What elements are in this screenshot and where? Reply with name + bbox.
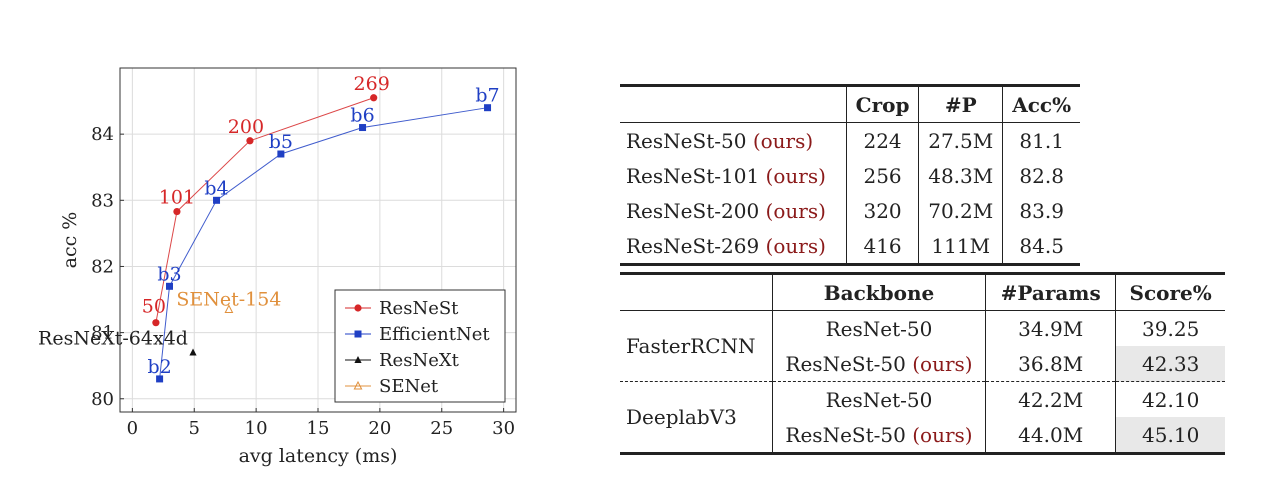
t1-crop: 320	[845, 193, 919, 228]
t1-crop: 416	[845, 228, 919, 265]
t1-acc: 83.9	[1002, 193, 1080, 228]
data-point-label: b4	[204, 177, 228, 199]
t2-method: FasterRCNN	[626, 334, 756, 358]
t2-header-params: #Params	[984, 273, 1116, 311]
t2-params: 42.2M	[984, 381, 1116, 417]
results-tables: Crop #P Acc% ResNeSt-50 (ours) 224 27.5M 81…	[620, 84, 1225, 455]
t2-header-backbone: Backbone	[772, 273, 986, 311]
x-tick-label: 25	[430, 418, 453, 439]
data-point-label: b7	[475, 85, 499, 107]
data-point-label: b3	[157, 263, 181, 285]
data-point-marker	[353, 380, 363, 390]
x-tick-label: 5	[189, 418, 200, 439]
t2-row: ResNeSt-50 (ours) 44.0M 45.10	[620, 417, 1225, 454]
t2-backbone: ResNet-50	[772, 310, 986, 346]
legend-label: ResNeXt	[379, 350, 460, 371]
series-line-resnest	[155, 97, 374, 323]
t2-backbone: ResNeSt-50 (ours)	[772, 346, 986, 382]
t2-score: 42.10	[1115, 381, 1225, 417]
data-point-label: b5	[269, 131, 293, 153]
y-tick-label: 84	[91, 124, 114, 145]
data-point-label: 269	[354, 73, 390, 95]
data-point-label: b6	[350, 105, 374, 127]
t2-backbone: ResNeSt-50 (ours)	[772, 417, 986, 454]
t1-header-params: #P	[918, 85, 1003, 123]
t1-row: ResNeSt-101 (ours) 256 48.3M 82.8	[620, 158, 1080, 193]
t2-params: 34.9M	[984, 310, 1116, 346]
series-line-efficientnet	[159, 107, 488, 379]
legend-label: EfficientNet	[379, 324, 490, 345]
t1-model: ResNeSt-269 (ours)	[626, 233, 826, 258]
t2-method: DeeplabV3	[620, 381, 773, 454]
t2-params: 44.0M	[984, 417, 1116, 454]
t2-row: FasterRCNN ResNet-50 34.9M 39.25	[620, 310, 1225, 358]
t1-params: 70.2M	[918, 193, 1003, 228]
t1-params: 111M	[918, 228, 1003, 265]
y-tick-label: 83	[91, 190, 114, 211]
data-point-marker	[156, 375, 164, 383]
data-point-marker	[166, 282, 173, 290]
t1-params: 48.3M	[918, 158, 1003, 193]
t1-model: ResNeSt-200 (ours)	[626, 198, 826, 223]
t2-score: 45.10	[1115, 417, 1225, 454]
t2-backbone: ResNet-50	[772, 381, 986, 417]
data-point-marker	[484, 104, 492, 112]
y-tick-label: 82	[91, 256, 114, 277]
data-point-marker	[354, 304, 362, 312]
t1-crop: 224	[845, 122, 919, 158]
latency-accuracy-chart: 0 5 10 15 20 25 30 80 81 82 83 84 avg latency (ms) ac…	[38, 67, 517, 467]
data-point-label: ResNeXt-64x4d	[38, 327, 188, 349]
data-point-marker	[359, 124, 367, 132]
t2-row: DeeplabV3 ResNet-50 42.2M 42.10	[620, 381, 1225, 454]
y-tick-label: 81	[91, 323, 114, 344]
t1-params: 27.5M	[918, 122, 1003, 158]
data-point-marker	[224, 304, 234, 313]
t1-model: ResNeSt-50 (ours)	[626, 128, 814, 153]
x-tick-label: 30	[492, 418, 515, 439]
t1-header-model	[620, 86, 847, 123]
data-point-marker	[246, 137, 254, 145]
t1-acc: 84.5	[1002, 228, 1080, 265]
t1-acc: 82.8	[1002, 158, 1080, 193]
x-tick-label: 20	[368, 418, 391, 439]
y-axis-label: acc %	[59, 212, 81, 269]
legend-label: ResNeSt	[379, 298, 459, 319]
y-tick-label: 80	[91, 389, 114, 410]
x-axis-label: avg latency (ms)	[239, 445, 398, 467]
t2-score: 42.33	[1115, 346, 1225, 382]
detection-segmentation-table: Backbone #Params Score% FasterRCNN ResNet…	[620, 272, 1225, 455]
data-point-label: SENet-154	[176, 288, 281, 310]
t1-header-crop: Crop	[845, 85, 919, 123]
data-point-marker	[152, 319, 160, 327]
t1-row: ResNeSt-269 (ours) 416 111M 84.5	[620, 228, 1080, 265]
t1-row: ResNeSt-50 (ours) 224 27.5M 81.1	[620, 122, 1080, 158]
t2-row: ResNeSt-50 (ours) 36.8M 42.33	[620, 346, 1225, 382]
data-point-label: b2	[147, 356, 171, 378]
data-point-marker	[213, 196, 221, 204]
data-point-label: 200	[228, 116, 264, 138]
t1-model: ResNeSt-101 (ours)	[626, 163, 826, 188]
t1-acc: 81.1	[1002, 122, 1080, 158]
data-point-marker	[354, 356, 362, 363]
t2-header-score: Score%	[1115, 273, 1225, 311]
t2-params: 36.8M	[984, 346, 1116, 382]
legend-box	[334, 289, 506, 403]
x-tick-label: 0	[127, 418, 138, 439]
t2-header-method	[620, 274, 773, 311]
x-tick-label: 15	[307, 418, 330, 439]
data-point-marker	[277, 150, 285, 158]
data-point-marker	[354, 330, 362, 338]
x-tick-label: 10	[245, 418, 268, 439]
data-point-label: 101	[159, 187, 195, 209]
legend-label: SENet	[379, 376, 439, 397]
data-point-marker	[173, 207, 181, 216]
t1-header-acc: Acc%	[1002, 85, 1080, 123]
data-point-marker	[370, 94, 378, 102]
t2-score: 39.25	[1115, 310, 1225, 346]
t1-row: ResNeSt-200 (ours) 320 70.2M 83.9	[620, 193, 1080, 228]
t1-crop: 256	[845, 158, 919, 193]
data-point-label: 50	[142, 296, 166, 318]
data-point-marker	[189, 348, 197, 356]
classification-table: Crop #P Acc% ResNeSt-50 (ours) 224 27.5M 81…	[620, 84, 1080, 266]
